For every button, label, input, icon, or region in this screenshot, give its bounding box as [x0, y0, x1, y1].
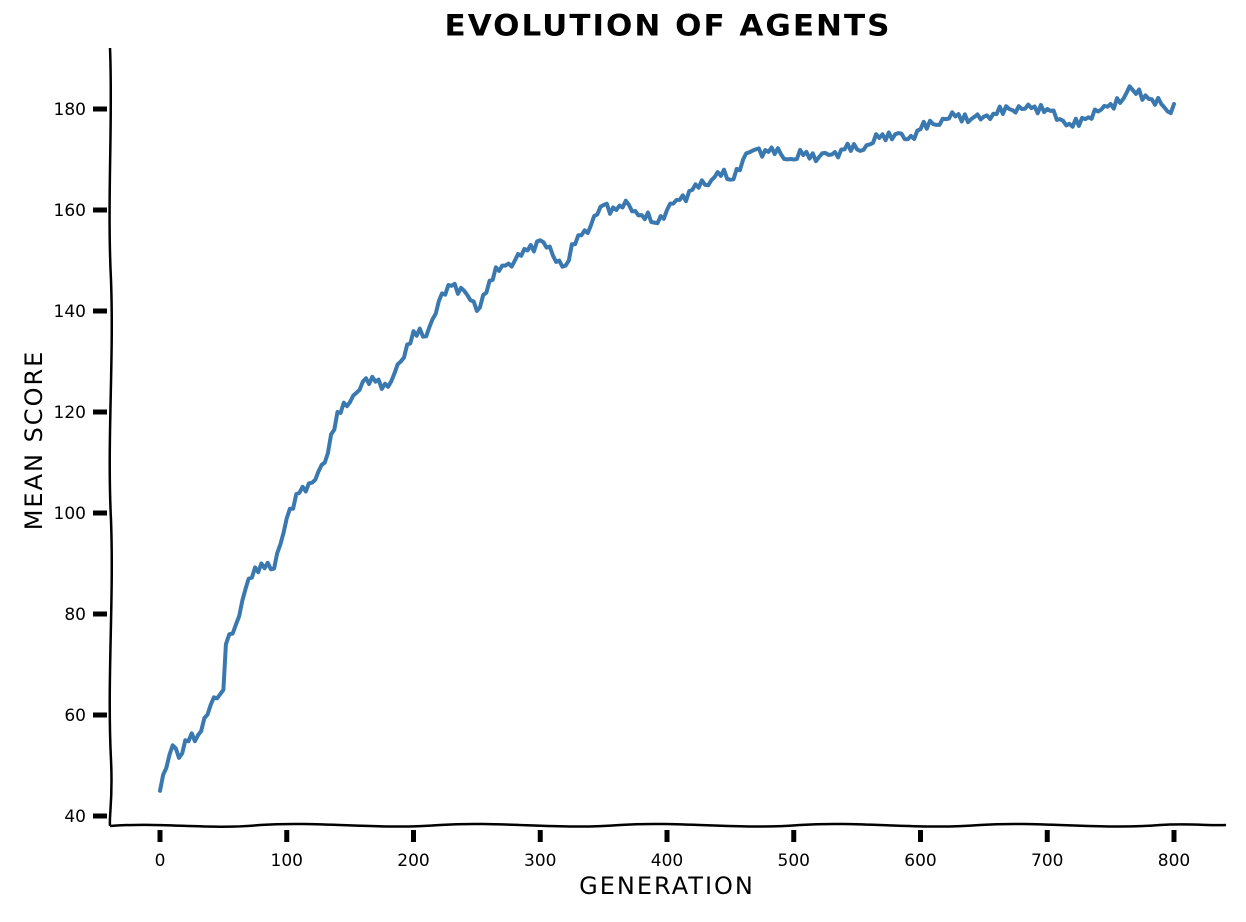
chart-title: EVOLUTION OF AGENTS	[444, 8, 892, 44]
x-tick-label: 0	[155, 851, 166, 871]
y-tick-mark	[93, 106, 107, 112]
y-tick-label: 160	[54, 201, 86, 221]
y-tick-label: 100	[54, 504, 86, 524]
x-tick-mark	[791, 830, 797, 842]
x-tick-label: 300	[524, 851, 556, 871]
y-tick-label: 60	[64, 706, 86, 726]
y-tick-mark	[93, 510, 107, 516]
x-axis-ticks: 0 100 200 300 400 500 600 700 800	[155, 830, 1190, 871]
x-tick-mark	[918, 830, 923, 842]
y-tick-mark	[93, 207, 107, 213]
x-tick-mark	[1171, 830, 1177, 842]
y-tick-mark	[93, 712, 107, 718]
y-axis-ticks: 40 60 80 100 120 140 160 180	[54, 100, 107, 827]
y-tick-label: 120	[54, 403, 86, 423]
x-tick-label: 700	[1031, 851, 1063, 871]
y-tick-mark	[93, 611, 107, 617]
x-tick-mark	[284, 830, 290, 842]
x-tick-mark	[411, 830, 416, 842]
y-tick-label: 180	[54, 100, 86, 120]
x-tick-label: 400	[651, 851, 683, 871]
x-axis-label: GENERATION	[579, 872, 755, 900]
x-tick-label: 200	[397, 851, 429, 871]
x-tick-mark	[664, 830, 670, 842]
y-tick-mark	[93, 409, 107, 415]
data-line	[158, 84, 1176, 793]
y-tick-label: 40	[64, 807, 86, 827]
x-tick-mark	[1044, 830, 1050, 842]
x-axis-spine	[109, 822, 1227, 828]
x-tick-label: 500	[778, 851, 810, 871]
y-axis-spine	[108, 47, 114, 827]
x-tick-mark	[157, 830, 163, 842]
y-tick-label: 80	[64, 605, 86, 625]
x-tick-label: 100	[271, 851, 303, 871]
x-tick-label: 800	[1158, 851, 1190, 871]
y-tick-label: 140	[54, 302, 86, 322]
x-tick-mark	[537, 830, 543, 842]
y-tick-mark	[93, 308, 107, 314]
y-tick-mark	[93, 813, 107, 819]
x-tick-label: 600	[904, 851, 936, 871]
